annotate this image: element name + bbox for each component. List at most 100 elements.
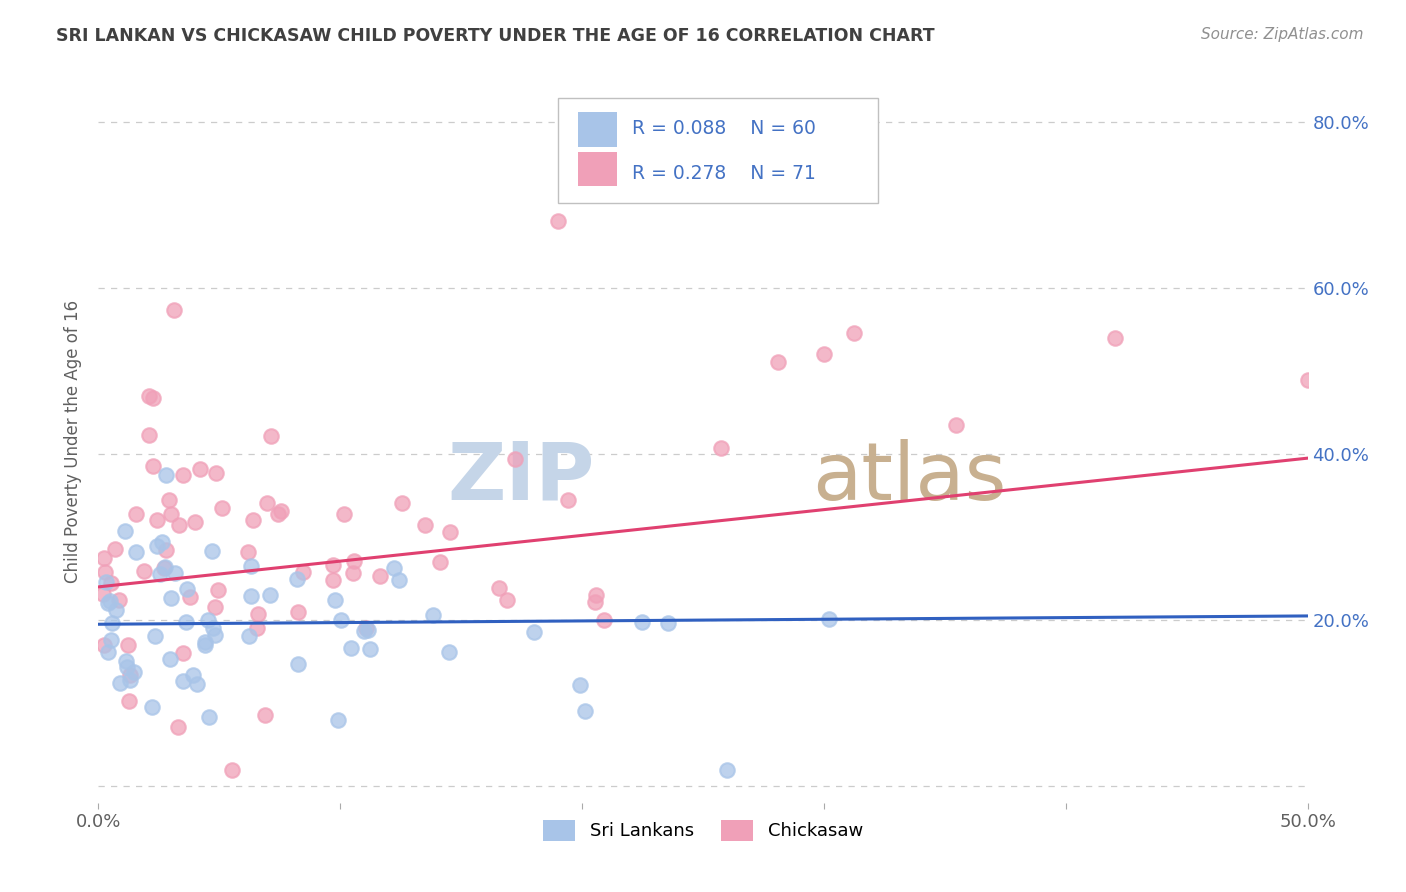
Point bbox=[142, 458, 165, 473]
Point bbox=[496, 593, 519, 607]
Text: R = 0.088    N = 60: R = 0.088 N = 60 bbox=[631, 119, 815, 137]
Point bbox=[138, 428, 160, 442]
Point bbox=[117, 638, 139, 652]
Point bbox=[370, 569, 392, 583]
Point bbox=[188, 462, 211, 476]
Text: SRI LANKAN VS CHICKASAW CHILD POVERTY UNDER THE AGE OF 16 CORRELATION CHART: SRI LANKAN VS CHICKASAW CHILD POVERTY UN… bbox=[56, 27, 935, 45]
Point bbox=[221, 763, 243, 777]
Point bbox=[155, 467, 177, 482]
Point bbox=[160, 507, 183, 521]
Point bbox=[186, 676, 208, 690]
Point bbox=[322, 558, 344, 572]
FancyBboxPatch shape bbox=[578, 112, 617, 147]
Text: R = 0.278    N = 71: R = 0.278 N = 71 bbox=[631, 163, 815, 183]
Point bbox=[125, 545, 148, 559]
Point bbox=[201, 621, 224, 635]
Point bbox=[768, 355, 790, 369]
Point bbox=[100, 575, 122, 590]
Point bbox=[150, 534, 173, 549]
Point bbox=[945, 418, 967, 433]
Point bbox=[382, 560, 405, 574]
Point bbox=[110, 676, 132, 690]
Point bbox=[146, 513, 169, 527]
Point bbox=[172, 467, 194, 482]
Point bbox=[163, 566, 186, 580]
Point bbox=[326, 713, 349, 727]
Point bbox=[169, 518, 191, 533]
Point bbox=[159, 652, 181, 666]
Point bbox=[557, 493, 579, 508]
Point bbox=[391, 496, 413, 510]
Point bbox=[172, 646, 194, 660]
Point bbox=[204, 599, 226, 614]
Point bbox=[117, 660, 139, 674]
Point bbox=[207, 583, 229, 598]
Point bbox=[322, 573, 344, 587]
Point bbox=[593, 613, 616, 627]
Point bbox=[437, 645, 460, 659]
Point bbox=[107, 592, 129, 607]
Point bbox=[198, 709, 221, 723]
Point bbox=[194, 638, 217, 652]
Y-axis label: Child Poverty Under the Age of 16: Child Poverty Under the Age of 16 bbox=[65, 300, 83, 583]
Point bbox=[287, 606, 309, 620]
Point bbox=[585, 588, 607, 602]
Point bbox=[205, 467, 228, 481]
Point bbox=[569, 678, 592, 692]
Point bbox=[94, 565, 117, 579]
Point bbox=[359, 641, 381, 656]
Point bbox=[97, 645, 120, 659]
Point bbox=[523, 624, 546, 639]
Point bbox=[142, 391, 165, 405]
FancyBboxPatch shape bbox=[558, 98, 879, 203]
Point bbox=[1104, 331, 1126, 345]
Point bbox=[285, 573, 308, 587]
Text: Source: ZipAtlas.com: Source: ZipAtlas.com bbox=[1201, 27, 1364, 42]
Point bbox=[176, 582, 198, 596]
Point bbox=[260, 428, 283, 442]
Point bbox=[193, 634, 215, 648]
Point bbox=[413, 517, 436, 532]
Point bbox=[343, 554, 366, 568]
Point bbox=[631, 615, 654, 629]
Point bbox=[157, 493, 180, 508]
Point bbox=[353, 624, 375, 638]
Point bbox=[657, 616, 679, 631]
Point bbox=[574, 705, 596, 719]
Point bbox=[429, 555, 451, 569]
Point bbox=[155, 560, 177, 574]
Point bbox=[844, 326, 866, 341]
Point bbox=[94, 574, 117, 589]
Point bbox=[270, 504, 292, 518]
Point bbox=[146, 539, 169, 553]
Point bbox=[172, 673, 194, 688]
Point bbox=[422, 608, 444, 623]
Point bbox=[114, 524, 136, 538]
Point bbox=[149, 567, 172, 582]
Point bbox=[167, 720, 190, 734]
Point bbox=[342, 566, 364, 580]
Point bbox=[259, 588, 281, 602]
Point bbox=[98, 593, 121, 607]
Point bbox=[817, 611, 839, 625]
Point bbox=[204, 628, 226, 642]
Point bbox=[143, 629, 166, 643]
Point bbox=[340, 640, 363, 655]
Point bbox=[160, 591, 183, 605]
Point bbox=[100, 633, 122, 648]
Point bbox=[201, 543, 224, 558]
Point bbox=[354, 621, 377, 635]
Point bbox=[122, 665, 145, 679]
Point bbox=[716, 763, 738, 777]
Point bbox=[387, 573, 409, 587]
Point bbox=[174, 615, 197, 629]
Point bbox=[267, 507, 290, 521]
Point bbox=[323, 592, 346, 607]
Point bbox=[120, 668, 142, 682]
Point bbox=[254, 707, 277, 722]
Point bbox=[197, 613, 219, 627]
Point bbox=[813, 347, 835, 361]
Point bbox=[91, 586, 114, 600]
Point bbox=[1296, 373, 1319, 387]
Point bbox=[710, 442, 733, 456]
